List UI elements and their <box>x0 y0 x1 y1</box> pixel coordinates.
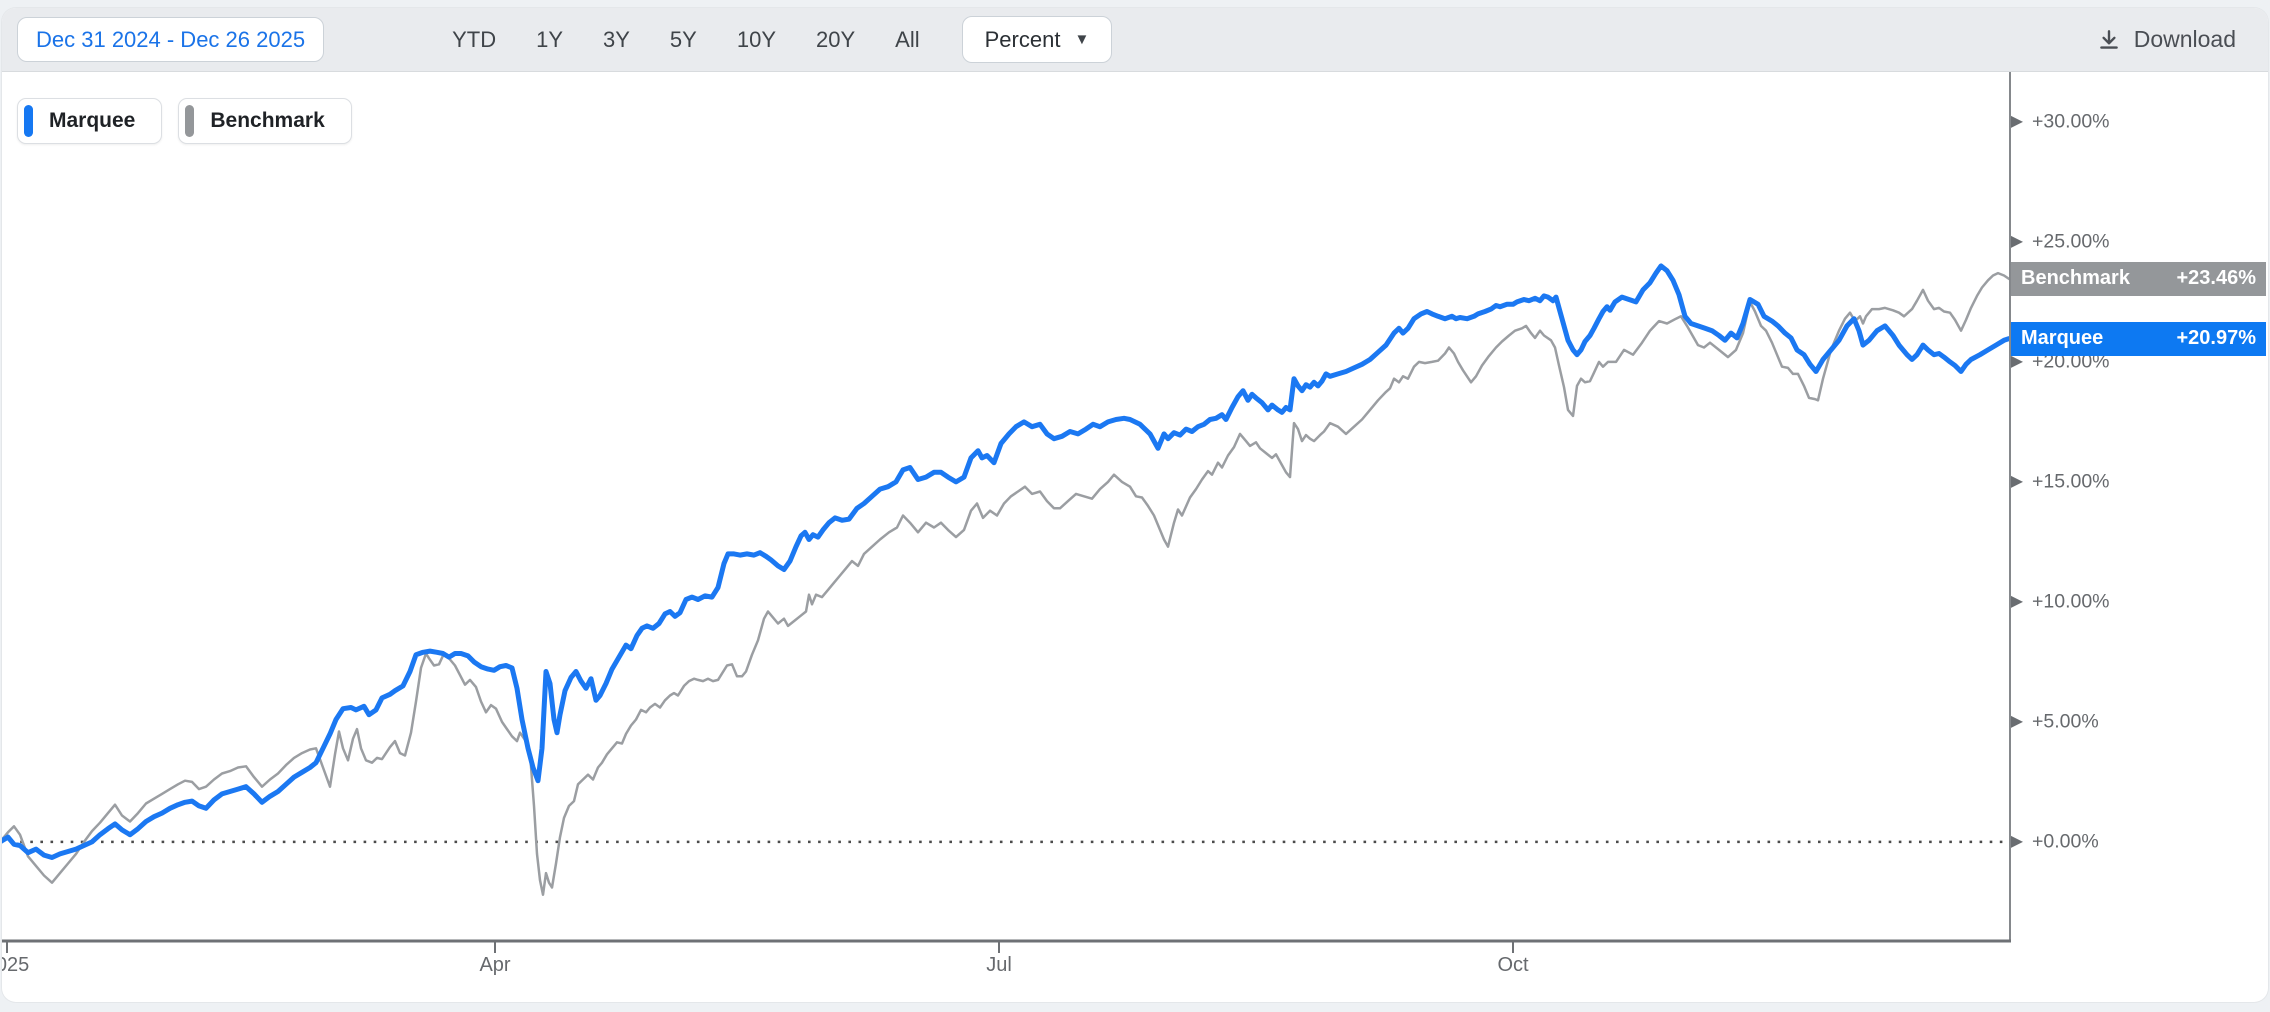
range-button-all[interactable]: All <box>895 26 920 52</box>
y-tick-arrow <box>2011 835 2023 848</box>
y-tick-arrow <box>2011 715 2023 728</box>
chart-card: Dec 31 2024 - Dec 26 2025 YTD 1Y 3Y 5Y 1… <box>2 8 2268 1002</box>
x-tick-label: Jul <box>986 954 1012 976</box>
x-tick-label: Apr <box>479 954 511 976</box>
y-tick-arrow <box>2011 355 2023 368</box>
badge-series-value: +20.97% <box>2176 327 2256 350</box>
chart-toolbar: Dec 31 2024 - Dec 26 2025 YTD 1Y 3Y 5Y 1… <box>2 8 2268 72</box>
y-tick-label: +10.00% <box>2032 590 2110 613</box>
y-tick-label: +30.00% <box>2032 110 2110 133</box>
legend-item-marquee[interactable]: Marquee <box>17 98 163 144</box>
range-button-ytd[interactable]: YTD <box>452 26 497 52</box>
unit-dropdown[interactable]: Percent ▼ <box>961 16 1113 63</box>
y-tick-arrow <box>2011 235 2023 248</box>
range-button-10y[interactable]: 10Y <box>736 26 776 52</box>
y-tick-label: +25.00% <box>2032 230 2110 253</box>
y-tick-arrow <box>2011 115 2023 128</box>
series-line-marquee <box>2 263 2012 860</box>
range-button-20y[interactable]: 20Y <box>816 26 856 52</box>
series-line-benchmark <box>2 271 2011 896</box>
unit-dropdown-label: Percent <box>984 26 1061 52</box>
range-button-5y[interactable]: 5Y <box>669 26 697 52</box>
chart-plot[interactable] <box>2 8 2268 1002</box>
time-range-group: YTD 1Y 3Y 5Y 10Y 20Y All <box>432 27 940 53</box>
y-tick-label: +15.00% <box>2032 470 2110 493</box>
legend-label-marquee: Marquee <box>49 109 136 132</box>
y-tick-arrow <box>2011 595 2023 608</box>
caret-down-icon: ▼ <box>1074 31 1090 48</box>
value-badge-benchmark: Benchmark +23.46% <box>2011 261 2266 296</box>
chart-overlay: Marquee Benchmark +30.00% +25.00% +20.00% +… <box>2 8 2268 1002</box>
value-badge-marquee: Marquee +20.97% <box>2011 321 2266 356</box>
date-range-label: Dec 31 2024 - Dec 26 2025 <box>36 26 306 52</box>
download-label: Download <box>2133 26 2236 52</box>
y-tick-label: +20.00% <box>2032 350 2110 373</box>
badge-series-name: Benchmark <box>2021 267 2130 290</box>
download-button[interactable]: Download <box>2096 26 2236 53</box>
benchmark-color-swatch <box>185 105 195 137</box>
range-button-1y[interactable]: 1Y <box>536 26 563 52</box>
chart-legend: Marquee Benchmark <box>17 98 352 144</box>
y-tick-arrow <box>2011 475 2023 488</box>
date-range-button[interactable]: Dec 31 2024 - Dec 26 2025 <box>17 17 325 62</box>
badge-series-name: Marquee <box>2021 327 2104 350</box>
range-button-3y[interactable]: 3Y <box>603 26 630 52</box>
x-tick-label: Oct <box>1497 954 1529 976</box>
y-tick-label: +5.00% <box>2032 710 2099 733</box>
badge-series-value: +23.46% <box>2176 267 2256 290</box>
y-tick-label: +0.00% <box>2032 830 2099 853</box>
download-icon <box>2096 27 2122 53</box>
marquee-color-swatch <box>24 105 33 137</box>
legend-label-benchmark: Benchmark <box>210 109 325 132</box>
legend-item-benchmark[interactable]: Benchmark <box>178 98 352 144</box>
x-tick-label: 2025 <box>2 954 30 976</box>
